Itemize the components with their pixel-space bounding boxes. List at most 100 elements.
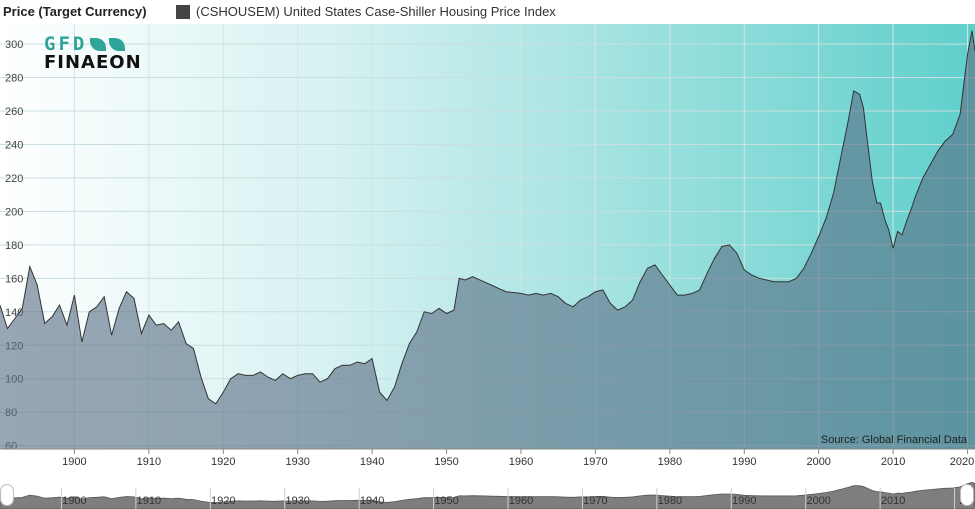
data-point [550,292,552,294]
series-line[interactable] [0,30,975,405]
data-point [773,281,775,283]
navigator-left-handle[interactable] [0,484,14,506]
data-point [922,177,924,179]
data-point [378,391,380,393]
data-point [148,314,150,316]
data-point [698,289,700,291]
data-point [110,334,112,336]
x-tick-label: 1910 [137,456,161,468]
data-point [133,297,135,299]
data-point [431,312,433,314]
data-point [458,277,460,279]
data-point [896,230,898,232]
x-tick-label: 1950 [434,456,458,468]
x-tick-label: 1940 [360,456,384,468]
data-point [910,209,912,211]
navigator-tick-label: 1970 [583,495,607,507]
data-point [401,363,403,365]
data-point [393,386,395,388]
data-point [542,294,544,296]
data-point [803,267,805,269]
data-point [230,378,232,380]
gfd-finaeon-logo: GFD FINAEON [44,33,142,73]
data-point [51,316,53,318]
data-point [631,299,633,301]
chart-header: Price (Target Currency) (CSHOUSEM) Unite… [0,0,975,24]
data-point [222,391,224,393]
data-point [963,83,965,85]
data-point [743,269,745,271]
navigator-tick-label: 1930 [285,495,309,507]
data-point [765,279,767,281]
data-point [498,287,500,289]
data-point [215,403,217,405]
legend-swatch[interactable] [176,5,190,19]
data-point [810,252,812,254]
navigator-tick-label: 1910 [137,495,161,507]
data-point [252,374,254,376]
data-point [535,292,537,294]
data-point [691,292,693,294]
data-point [81,341,83,343]
data-point [944,140,946,142]
data-point [557,296,559,298]
x-tick-label: 1980 [658,456,682,468]
data-point [364,363,366,365]
data-point [118,307,120,309]
y-tick-label: 240 [5,139,23,151]
legend-label[interactable]: (CSHOUSEM) United States Case-Shiller Ho… [196,4,556,19]
data-point [311,373,313,375]
y-tick-label: 200 [5,206,23,218]
data-point [356,361,358,363]
data-point [751,274,753,276]
data-point [669,284,671,286]
data-point [609,302,611,304]
x-tick-label: 1990 [732,456,756,468]
data-point [88,311,90,313]
y-tick-label: 160 [5,273,23,285]
data-point [684,294,686,296]
x-tick-label: 2020 [950,456,974,468]
data-point [780,281,782,283]
source-note: Source: Global Financial Data [820,434,967,446]
data-point [564,302,566,304]
data-point [334,368,336,370]
data-point [408,342,410,344]
data-point [155,324,157,326]
data-point [29,265,31,267]
data-point [267,376,269,378]
data-point [937,150,939,152]
data-point [728,244,730,246]
data-point [140,332,142,334]
navigator-tick-label: 2010 [881,495,905,507]
navigator-right-handle[interactable] [960,484,974,506]
data-point [125,291,127,293]
data-point [654,264,656,266]
data-point [207,398,209,400]
data-point [200,376,202,378]
navigator-tick-label: 1980 [658,495,682,507]
x-tick-label: 1930 [285,456,309,468]
data-point [867,143,869,145]
data-point [929,163,931,165]
y-tick-label: 280 [5,73,23,85]
data-point [21,307,23,309]
data-point [676,294,678,296]
data-point [639,281,641,283]
data-point [758,277,760,279]
x-tick-label: 1920 [211,456,235,468]
data-point [884,219,886,221]
navigator-tick-label: 2000 [806,495,830,507]
data-point [594,291,596,293]
data-point [6,327,8,329]
data-point [721,245,723,247]
chart-title: Price (Target Currency) [3,4,147,19]
data-point [579,299,581,301]
x-axis-labels: 1900 1910 1920 1930 1940 1950 1960 1970 1980 1990… [62,449,974,468]
data-point [602,289,604,291]
data-point [36,284,38,286]
data-point [876,202,878,204]
y-tick-label: 180 [5,240,23,252]
x-tick-label: 1970 [583,456,607,468]
